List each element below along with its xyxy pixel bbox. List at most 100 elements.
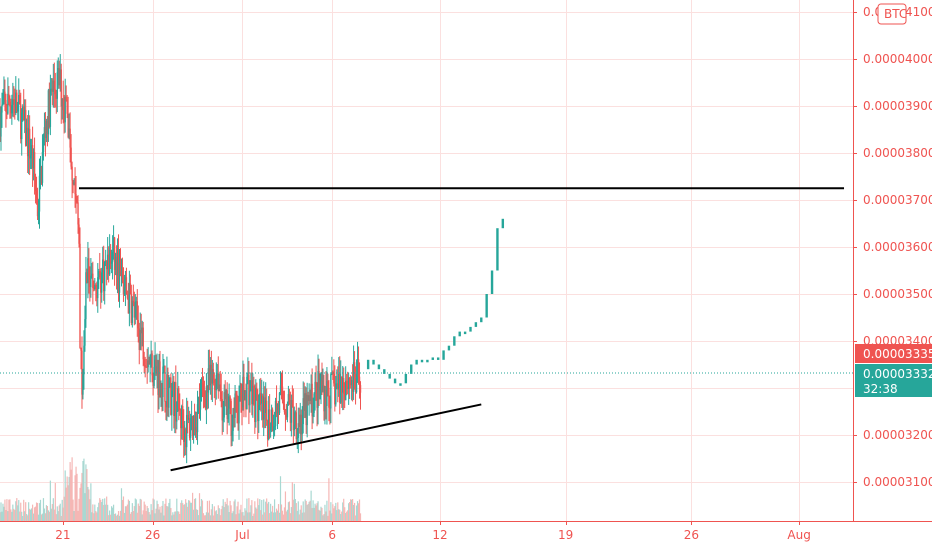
volume-bar — [57, 511, 59, 521]
candle-body — [156, 366, 158, 374]
volume-bar — [181, 500, 183, 521]
volume-bar — [312, 500, 314, 521]
candle-body — [241, 400, 243, 408]
volume-bar — [216, 514, 218, 521]
volume-bar — [38, 503, 41, 521]
candle-body — [342, 378, 344, 393]
volume-bar — [132, 511, 134, 521]
volume-bar — [125, 506, 128, 521]
candle-body — [263, 397, 265, 420]
volume-bar — [166, 506, 168, 521]
candle-body — [273, 426, 276, 428]
volume-bar — [320, 506, 322, 521]
volume-bar — [82, 460, 84, 521]
candle-body — [285, 412, 288, 418]
candle-body — [219, 384, 221, 392]
candle-body — [226, 390, 228, 420]
time-axis[interactable]: 21 26 Jul 6 12 19 26 Aug — [55, 521, 811, 542]
price-axis[interactable]: 0.000041000.000040000.000039000.00003800… — [853, 5, 932, 489]
volume-bar — [41, 513, 44, 521]
candle-body — [34, 176, 37, 191]
candle-body — [70, 147, 72, 167]
volume-bar — [130, 512, 132, 521]
currency-label[interactable]: BTC — [877, 3, 907, 25]
volume-bar — [316, 503, 318, 521]
volume-bar — [179, 513, 181, 521]
volume-bar — [359, 513, 362, 521]
volume-bar — [84, 493, 86, 521]
volume-bar — [46, 505, 49, 521]
volume-bar — [43, 508, 46, 521]
candle-body — [272, 426, 275, 431]
volume-bar — [279, 476, 282, 521]
y-tick-label: 0.00003700 — [863, 193, 932, 207]
volume-bar — [343, 498, 345, 521]
candle-body — [322, 385, 324, 391]
candle-body — [257, 394, 259, 422]
candle-body — [151, 353, 153, 376]
candle-body — [7, 93, 9, 114]
candle-body — [183, 425, 185, 442]
candle-body — [110, 261, 113, 264]
volume-bar — [326, 500, 328, 521]
volume-bar — [153, 499, 155, 521]
candle-body — [128, 283, 131, 314]
volume-bar — [314, 503, 316, 521]
candle-body — [185, 414, 188, 448]
projected-candle — [426, 359, 429, 363]
volume-bar — [252, 515, 254, 521]
candle-body — [270, 409, 273, 428]
volume-bar — [272, 505, 274, 521]
candle-body — [119, 262, 122, 275]
volume-bar — [340, 514, 342, 521]
volume-bar — [245, 510, 247, 521]
currency-label-text: BTC — [884, 7, 907, 21]
currency-label-box — [877, 3, 907, 25]
projected-candle — [453, 336, 456, 346]
volume-bar — [256, 508, 258, 521]
candle-body — [250, 380, 252, 391]
volume-bar — [348, 503, 350, 521]
candle-body — [347, 377, 350, 390]
candle-body — [38, 175, 41, 212]
candle-body — [139, 329, 141, 350]
volume-bar — [19, 511, 21, 521]
volume-bar — [91, 512, 93, 521]
candle-body — [213, 379, 216, 384]
candle-body — [289, 404, 292, 423]
candle-body — [48, 90, 51, 127]
candle-body — [264, 400, 267, 413]
volume-bar — [261, 499, 263, 521]
volume-bar — [192, 509, 195, 521]
volume-bar — [13, 508, 15, 521]
volume-bar — [305, 500, 307, 521]
volume-bar — [307, 503, 309, 521]
volume-bar — [68, 476, 70, 521]
candle-body — [248, 374, 250, 406]
volume-bar — [335, 502, 337, 521]
volume-bar — [209, 515, 211, 521]
candle-body — [160, 383, 162, 398]
volume-bar — [199, 506, 202, 521]
volume-bar — [356, 501, 359, 521]
candle-body — [211, 369, 214, 384]
candle-body — [294, 412, 297, 425]
projected-candle — [463, 331, 467, 335]
volume-bar — [90, 483, 92, 521]
candle-body — [44, 127, 47, 139]
candle-body — [72, 180, 74, 185]
projected-candle — [399, 383, 402, 386]
volume-bar — [268, 501, 270, 521]
projected-candle — [485, 294, 488, 318]
candle-body — [9, 101, 11, 107]
volume-bar — [189, 500, 191, 521]
candle-body — [186, 414, 189, 420]
volume-bar — [247, 512, 249, 521]
support-trendline[interactable] — [170, 403, 482, 472]
candle-body — [78, 224, 80, 244]
volume-bar — [187, 506, 189, 521]
candle-body — [255, 387, 257, 423]
volume-bar — [151, 510, 153, 521]
candle-body — [73, 182, 75, 185]
